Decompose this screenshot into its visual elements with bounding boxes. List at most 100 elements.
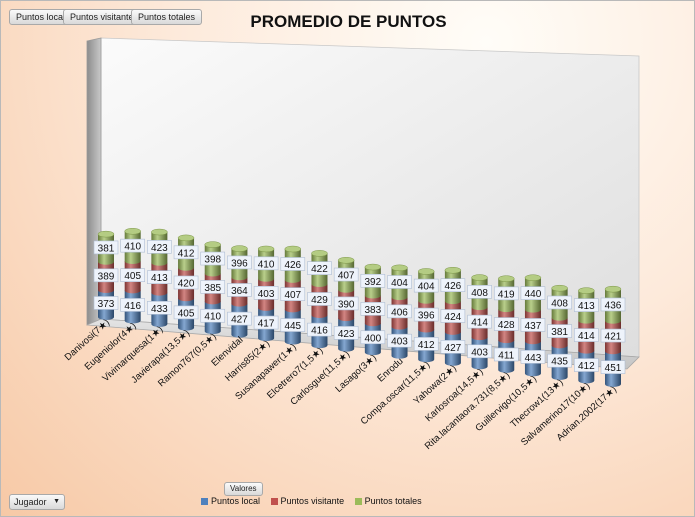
data-label: 407 bbox=[284, 290, 301, 301]
bar-top-cap bbox=[311, 250, 328, 257]
data-label: 427 bbox=[445, 343, 462, 354]
legend-item-visitante: Puntos visitante bbox=[270, 496, 344, 506]
data-label: 405 bbox=[124, 271, 141, 282]
data-label-box bbox=[360, 330, 386, 345]
bar-top-cap bbox=[364, 263, 382, 271]
chevron-down-icon: ▼ bbox=[53, 498, 60, 505]
data-label: 383 bbox=[364, 305, 381, 316]
data-label: 445 bbox=[284, 321, 301, 332]
data-label-box bbox=[387, 304, 412, 319]
data-label: 407 bbox=[338, 271, 355, 282]
data-label-box bbox=[520, 318, 546, 332]
data-label: 414 bbox=[471, 318, 488, 329]
data-label-box bbox=[120, 238, 145, 253]
data-label: 421 bbox=[605, 332, 622, 343]
data-label-box bbox=[493, 286, 519, 301]
data-label: 403 bbox=[258, 289, 275, 300]
data-label: 364 bbox=[231, 286, 248, 297]
data-label: 396 bbox=[418, 311, 435, 322]
data-label-box bbox=[147, 240, 172, 254]
data-label: 373 bbox=[98, 299, 115, 310]
data-label-box bbox=[547, 353, 572, 368]
data-label: 385 bbox=[204, 283, 221, 294]
data-label: 414 bbox=[578, 331, 595, 342]
data-label-box bbox=[600, 328, 626, 343]
bar-top-cap bbox=[498, 275, 515, 282]
data-label: 400 bbox=[364, 333, 381, 344]
data-label-box bbox=[227, 311, 252, 326]
data-label: 389 bbox=[98, 271, 115, 282]
row-field-label: Jugador bbox=[14, 497, 47, 507]
data-label-box bbox=[574, 328, 599, 342]
data-label: 410 bbox=[258, 259, 275, 270]
data-label-box bbox=[227, 255, 252, 270]
data-label-box bbox=[253, 315, 279, 330]
bar-top-cap bbox=[177, 234, 195, 242]
data-label-box bbox=[93, 296, 119, 310]
data-label: 411 bbox=[498, 350, 514, 361]
bar-top-cap bbox=[204, 241, 221, 248]
data-label: 410 bbox=[124, 242, 141, 253]
filter-button-puntos-totales[interactable]: Puntos totales bbox=[131, 9, 203, 25]
bar-top-cap bbox=[524, 274, 542, 281]
data-label: 396 bbox=[231, 258, 248, 269]
data-label-box bbox=[574, 298, 599, 312]
data-label: 412 bbox=[578, 361, 595, 372]
data-label: 398 bbox=[204, 255, 221, 266]
data-label-box bbox=[440, 278, 466, 293]
data-label-box bbox=[333, 267, 359, 282]
data-label: 423 bbox=[151, 243, 168, 254]
bar-top-cap bbox=[471, 274, 488, 281]
data-label-box bbox=[600, 297, 626, 312]
data-label-box bbox=[387, 333, 412, 348]
data-label-box bbox=[413, 307, 439, 322]
legend-item-local: Puntos local bbox=[201, 496, 260, 506]
data-label: 406 bbox=[391, 307, 408, 318]
data-label-box bbox=[493, 347, 519, 362]
data-label-box bbox=[467, 344, 492, 359]
data-label: 416 bbox=[124, 301, 141, 312]
data-label-box bbox=[280, 318, 306, 332]
legend-label-totales: Puntos totales bbox=[364, 496, 422, 506]
data-label-box bbox=[280, 287, 306, 301]
data-label: 408 bbox=[471, 288, 488, 299]
data-label: 420 bbox=[178, 278, 195, 289]
data-label: 429 bbox=[311, 295, 328, 306]
row-field-dropdown[interactable]: Jugador ▼ bbox=[9, 494, 65, 510]
bar-top-cap bbox=[231, 245, 248, 252]
data-label-box bbox=[493, 317, 519, 331]
bar-top-cap bbox=[124, 228, 141, 235]
chart-title: PROMEDIO DE PUNTOS bbox=[250, 12, 447, 31]
data-label: 426 bbox=[284, 260, 301, 271]
data-label-box bbox=[280, 257, 306, 271]
data-label: 424 bbox=[445, 312, 462, 323]
data-label-box bbox=[467, 285, 492, 299]
data-label-box bbox=[520, 350, 546, 364]
data-label-box bbox=[93, 268, 119, 283]
data-label: 433 bbox=[151, 304, 168, 315]
data-label-box bbox=[200, 251, 226, 266]
data-label-box bbox=[173, 305, 199, 320]
data-label: 412 bbox=[178, 248, 195, 259]
data-label-box bbox=[360, 273, 386, 288]
data-label: 422 bbox=[311, 264, 328, 275]
data-label: 403 bbox=[471, 347, 488, 358]
data-label: 381 bbox=[551, 327, 568, 338]
data-label-box bbox=[253, 256, 279, 271]
values-field-button[interactable]: Valores bbox=[224, 482, 263, 496]
bar-top-cap bbox=[417, 268, 435, 275]
data-label-box bbox=[574, 358, 599, 372]
data-label: 405 bbox=[178, 308, 195, 319]
legend-swatch-totales bbox=[354, 498, 362, 505]
data-label-box bbox=[387, 275, 412, 289]
data-label-box bbox=[173, 275, 199, 290]
data-label-box bbox=[253, 286, 279, 300]
bar-top-cap bbox=[97, 230, 115, 238]
data-label-box bbox=[307, 322, 332, 337]
data-label: 437 bbox=[525, 321, 542, 332]
data-label-box bbox=[467, 314, 492, 329]
data-label: 419 bbox=[498, 289, 515, 300]
data-label-box bbox=[200, 308, 226, 323]
bar-top-cap bbox=[391, 264, 408, 272]
